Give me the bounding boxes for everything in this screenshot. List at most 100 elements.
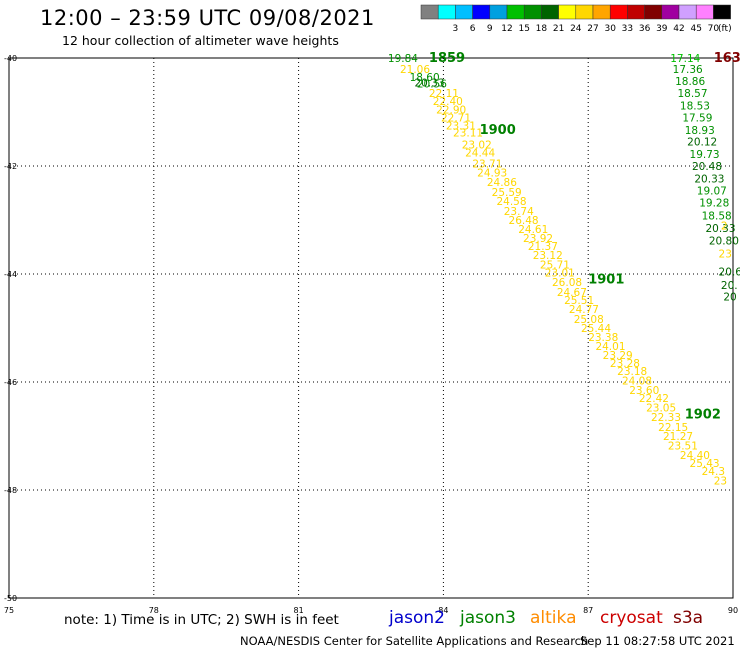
time-label: 1900 <box>480 123 516 138</box>
wave-height-label: 24.61 <box>518 224 548 236</box>
wave-height-label: 20.33 <box>694 173 724 185</box>
y-tick-label: -50 <box>4 594 17 603</box>
wave-height-label: 25.71 <box>540 259 570 271</box>
wave-height-label: 23 <box>719 248 732 260</box>
wave-height-label: 25.08 <box>574 314 604 326</box>
satellite-jason2: jason2 <box>389 608 445 628</box>
wave-height-label: 22.71 <box>441 112 471 124</box>
wave-height-label: 21.06 <box>400 64 430 76</box>
x-tick-label: 87 <box>583 606 593 615</box>
wave-height-label: 22.33 <box>651 412 681 424</box>
wave-height-label: 22.15 <box>658 422 688 434</box>
scale-tick-label: 18 <box>536 24 548 34</box>
wave-height-label: 24.67 <box>557 287 587 299</box>
scale-tick-label: 30 <box>604 24 616 34</box>
color-scale: 3 6 9 12 15 18 21 24 27 30 33 36 39 42 45 70(ft) <box>420 4 732 34</box>
wave-height-label: 24.77 <box>569 304 599 316</box>
scale-tick-label: 12 <box>501 24 512 34</box>
scale-tick-label: 15 <box>518 24 529 34</box>
wave-height-label: 18.57 <box>677 88 707 100</box>
wave-height-label: 23 <box>714 475 727 487</box>
wave-height-label: 23.29 <box>603 350 633 362</box>
wave-height-label: 20.33 <box>414 77 444 89</box>
wave-height-label: 18.58 <box>702 211 732 223</box>
scale-tick-label: 42 <box>673 24 684 34</box>
satellite-s3a: s3a <box>673 608 704 628</box>
wave-height-label: 24.86 <box>487 177 517 189</box>
scale-tick-label: 36 <box>639 24 651 34</box>
wave-height-label: 18.93 <box>685 125 715 137</box>
wave-height-label: 19.73 <box>690 149 720 161</box>
wave-height-label: 23.02 <box>462 139 492 151</box>
time-label: 1635 <box>714 51 740 66</box>
scale-tick-label: 9 <box>487 24 493 34</box>
wave-height-label: 24.58 <box>496 196 526 208</box>
wave-height-label: 19.28 <box>699 198 729 210</box>
wave-height-label: 25.44 <box>581 323 611 335</box>
time-label: 1859 <box>429 51 465 66</box>
scale-tick-label: 27 <box>587 24 598 34</box>
time-label: 1901 <box>588 272 624 287</box>
wave-height-label: 23.71 <box>472 158 502 170</box>
wave-height-label: 20.33 <box>705 223 735 235</box>
y-tick-label: -42 <box>4 162 17 171</box>
x-tick-label: 78 <box>149 606 159 615</box>
wave-height-label: 23.60 <box>629 385 659 397</box>
wave-height-label: 23.05 <box>646 402 676 414</box>
wave-height-label: 18.53 <box>680 101 710 113</box>
wave-height-label: 24.44 <box>465 148 495 160</box>
wave-height-label: 23.18 <box>617 366 647 378</box>
scale-tick-label: 21 <box>553 24 564 34</box>
scale-tick-label: 70 <box>708 24 720 34</box>
scale-tick-label: 24 <box>570 24 582 34</box>
wave-height-label: 23.92 <box>523 233 553 245</box>
wave-height-label: 23.51 <box>668 441 698 453</box>
wave-height-label: 22.40 <box>433 96 463 108</box>
wave-height-label: 20. <box>721 280 738 292</box>
wave-height-label: 20.48 <box>692 161 722 173</box>
wave-height-label: 20.6 <box>719 266 740 278</box>
wave-height-label: 18.60 <box>410 72 440 84</box>
satellite-altika: altika <box>530 608 577 628</box>
scale-tick-label: 33 <box>622 24 633 34</box>
y-tick-label: -48 <box>4 486 17 495</box>
x-tick-label: 81 <box>294 606 304 615</box>
wave-height-label: 23.12 <box>533 250 563 262</box>
chart-subtitle: 12 hour collection of altimeter wave hei… <box>62 33 339 48</box>
credit-line: NOAA/NESDIS Center for Satellite Applica… <box>240 634 589 648</box>
wave-height-label: 25.59 <box>492 187 522 199</box>
wave-height-label: 23.28 <box>610 358 640 370</box>
wave-height-label: 19.84 <box>388 53 418 65</box>
wave-height-label: 22.42 <box>639 393 669 405</box>
scale-tick-label: 45 <box>690 24 701 34</box>
wave-height-label: 26.08 <box>552 277 582 289</box>
scale-tick-label: 39 <box>656 24 668 34</box>
wave-height-label: 17.36 <box>673 64 703 76</box>
scale-tick-label: 3 <box>453 24 459 34</box>
plot-frame <box>8 57 734 599</box>
generated-timestamp: Sep 11 08:27:58 UTC 2021 <box>580 634 735 648</box>
wave-height-label: 22.90 <box>436 104 466 116</box>
y-tick-label: -44 <box>4 270 17 279</box>
x-tick-label: 90 <box>728 606 738 615</box>
wave-height-label: 24.01 <box>595 341 625 353</box>
wave-height-label: 2 <box>721 220 728 232</box>
wave-height-label: 23.11 <box>453 128 483 140</box>
wave-height-label: 21.27 <box>663 431 693 443</box>
wave-height-label: 21.37 <box>528 241 558 253</box>
wave-height-label: 20.56 <box>417 78 447 90</box>
wave-height-label: 23.38 <box>588 332 618 344</box>
footnote: note: 1) Time is in UTC; 2) SWH is in fe… <box>64 612 339 628</box>
satellite-cryosat: cryosat <box>600 608 663 628</box>
wave-height-label: 19.07 <box>697 185 727 197</box>
wave-height-label: 23.31 <box>446 121 476 133</box>
scale-tick-label: 6 <box>470 24 476 34</box>
wave-height-label: 24.3 <box>702 466 725 478</box>
wave-height-label: 20.12 <box>687 137 717 149</box>
wave-height-label: 20 <box>723 292 736 304</box>
wave-height-label: 24.08 <box>622 375 652 387</box>
wave-height-label: 17.14 <box>670 53 700 65</box>
scale-swatch <box>713 4 731 20</box>
wave-height-label: 24.40 <box>680 450 710 462</box>
wave-height-label: 22.11 <box>429 88 459 100</box>
